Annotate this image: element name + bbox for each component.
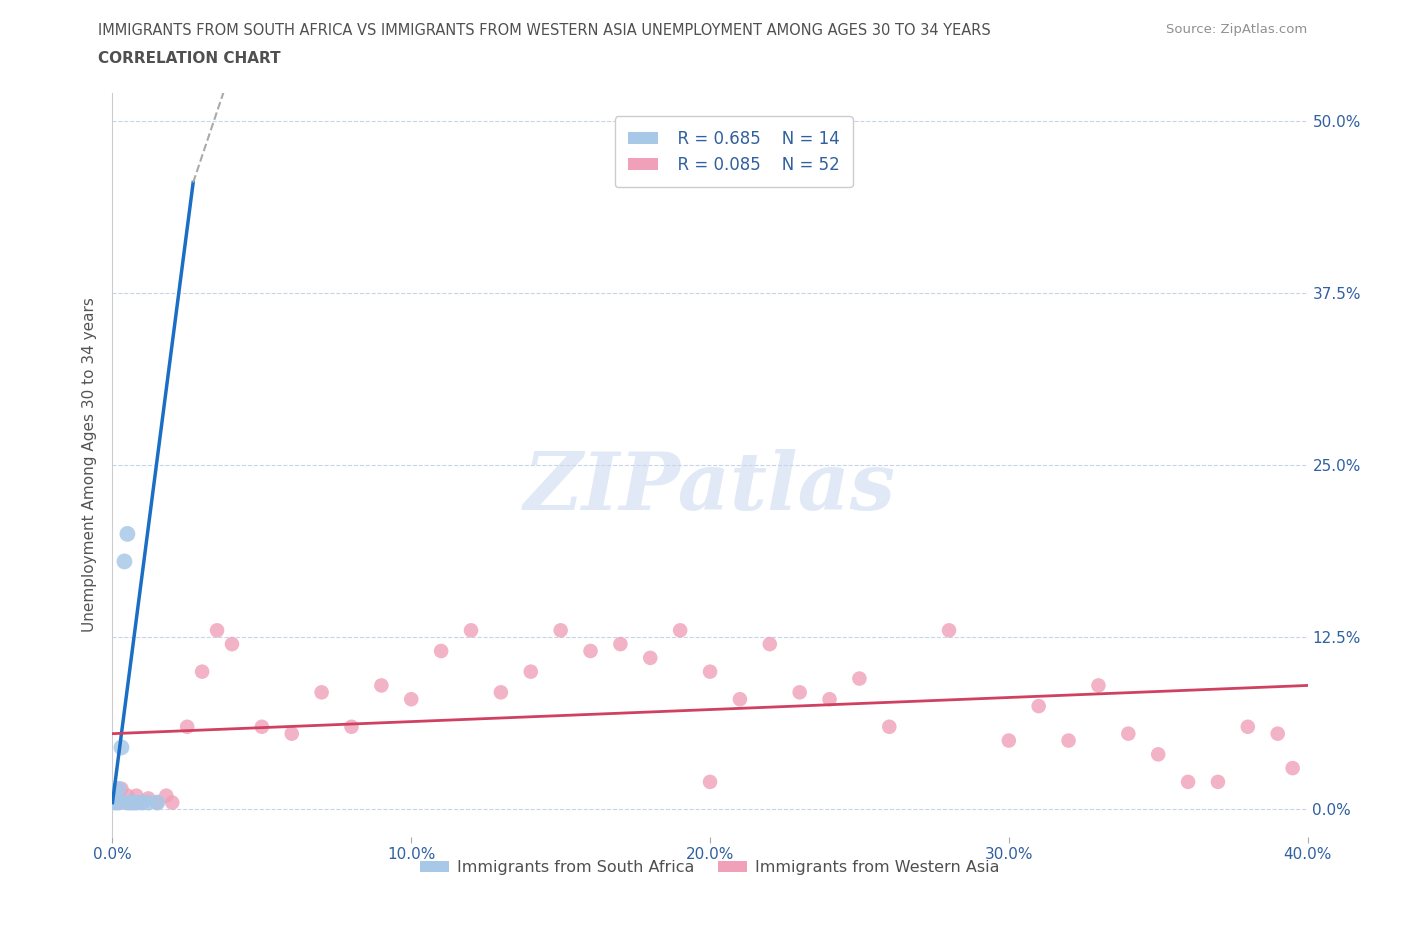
Point [107, 795, 129, 810]
Point [176, 719, 198, 734]
Point [311, 684, 333, 699]
Text: IMMIGRANTS FROM SOUTH AFRICA VS IMMIGRANTS FROM WESTERN ASIA UNEMPLOYMENT AMONG : IMMIGRANTS FROM SOUTH AFRICA VS IMMIGRAN… [98, 23, 991, 38]
Point [550, 623, 572, 638]
Point [117, 795, 139, 810]
Point [205, 623, 228, 638]
Point [848, 671, 870, 686]
Text: ZIPatlas: ZIPatlas [524, 448, 896, 526]
Point [1087, 678, 1109, 693]
Point [370, 678, 392, 693]
Point [609, 637, 631, 652]
Point [579, 644, 602, 658]
Point [125, 795, 148, 810]
Point [117, 526, 139, 541]
Point [131, 795, 153, 810]
Point [1237, 719, 1260, 734]
Point [879, 719, 901, 734]
Point [110, 781, 132, 796]
Point [1147, 747, 1170, 762]
Text: CORRELATION CHART: CORRELATION CHART [98, 51, 281, 66]
Point [117, 789, 139, 804]
Point [146, 795, 169, 810]
Point [489, 684, 512, 699]
Point [818, 692, 841, 707]
Point [728, 692, 751, 707]
Point [699, 775, 721, 790]
Point [114, 795, 135, 810]
Point [938, 623, 960, 638]
Point [107, 795, 129, 810]
Point [669, 623, 692, 638]
Point [1206, 775, 1229, 790]
Point [122, 795, 145, 810]
Point [1281, 761, 1303, 776]
Legend: Immigrants from South Africa, Immigrants from Western Asia: Immigrants from South Africa, Immigrants… [413, 854, 1007, 881]
Point [789, 684, 811, 699]
Point [640, 650, 662, 665]
Point [146, 795, 169, 810]
Point [1057, 733, 1080, 748]
Point [759, 637, 782, 652]
Point [107, 781, 129, 796]
Text: Source: ZipAtlas.com: Source: ZipAtlas.com [1167, 23, 1308, 36]
Point [138, 791, 160, 806]
Point [699, 664, 721, 679]
Point [401, 692, 423, 707]
Point [1267, 726, 1289, 741]
Point [250, 719, 273, 734]
Point [221, 637, 243, 652]
Point [104, 789, 127, 804]
Point [1118, 726, 1140, 741]
Point [1177, 775, 1199, 790]
Point [155, 789, 177, 804]
Point [131, 795, 153, 810]
Point [122, 795, 145, 810]
Point [430, 644, 453, 658]
Point [1028, 698, 1050, 713]
Point [110, 740, 132, 755]
Point [114, 554, 135, 569]
Point [138, 795, 160, 810]
Point [125, 789, 148, 804]
Point [162, 795, 183, 810]
Point [191, 664, 214, 679]
Point [120, 795, 142, 810]
Y-axis label: Unemployment Among Ages 30 to 34 years: Unemployment Among Ages 30 to 34 years [82, 298, 97, 632]
Point [120, 795, 142, 810]
Point [520, 664, 543, 679]
Point [340, 719, 363, 734]
Point [104, 795, 127, 810]
Point [281, 726, 304, 741]
Point [460, 623, 482, 638]
Point [998, 733, 1021, 748]
Point [128, 795, 150, 810]
